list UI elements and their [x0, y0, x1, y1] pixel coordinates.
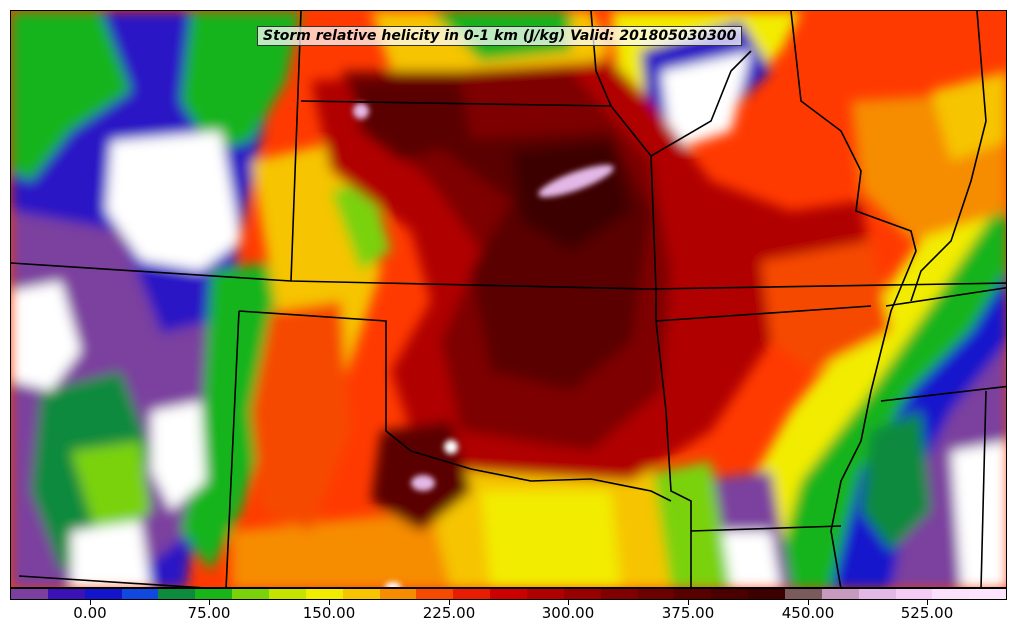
contour-layers	[11, 11, 1006, 587]
colorbar-tick-label: 75.00	[187, 604, 231, 622]
colorbar-segment	[821, 589, 859, 599]
colorbar-tick-label: 525.00	[900, 604, 954, 622]
colorbar-tick	[568, 600, 569, 605]
helicity-map: Storm relative helicity in 0-1 km (J/kg)…	[10, 10, 1007, 588]
colorbar-segment	[11, 589, 48, 599]
pink-maxima	[353, 103, 614, 587]
colorbar-segment	[969, 589, 1007, 599]
colorbar-segment	[748, 589, 786, 599]
colorbar-segment	[195, 589, 233, 599]
map-title: Storm relative helicity in 0-1 km (J/kg)…	[257, 26, 743, 46]
helicity-field	[11, 11, 1006, 587]
colorbar-tick-label: 0.00	[73, 604, 107, 622]
colorbar-segment	[895, 589, 933, 599]
colorbar-segment	[453, 589, 491, 599]
colorbar-segment	[932, 589, 970, 599]
colorbar-segment	[342, 589, 380, 599]
colorbar-segment	[416, 589, 454, 599]
colorbar-segment	[490, 589, 528, 599]
colorbar-segment	[711, 589, 749, 599]
colorbar-tick	[927, 600, 928, 605]
colorbar-segment	[563, 589, 601, 599]
colorbar-segment	[637, 589, 675, 599]
colorbar-segment	[158, 589, 196, 599]
colorbar-segment	[674, 589, 712, 599]
colorbar-segment	[232, 589, 270, 599]
colorbar-segment	[600, 589, 638, 599]
colorbar-tick	[329, 600, 330, 605]
colorbar-tick-label: 450.00	[781, 604, 835, 622]
colorbar-segment	[379, 589, 417, 599]
state-boundaries	[11, 11, 1006, 587]
colorbar-ticks: 0.00 75.00 150.00 225.00 300.00 375.00 450.00 5…	[10, 600, 1007, 630]
colorbar-tick	[90, 600, 91, 605]
colorbar-tick	[688, 600, 689, 605]
colorbar-segment	[121, 589, 159, 599]
colorbar	[10, 588, 1007, 600]
colorbar-tick-label: 225.00	[422, 604, 476, 622]
colorbar-segment	[527, 589, 564, 599]
colorbar-segment	[84, 589, 122, 599]
colorbar-segment	[47, 589, 85, 599]
colorbar-tick-label: 375.00	[661, 604, 715, 622]
colorbar-tick-label: 150.00	[302, 604, 356, 622]
colorbar-segment	[269, 589, 306, 599]
colorbar-tick	[449, 600, 450, 605]
colorbar-tick	[209, 600, 210, 605]
colorbar-segment	[305, 589, 343, 599]
colorbar-tick-label: 300.00	[541, 604, 595, 622]
colorbar-tick	[808, 600, 809, 605]
colorbar-segment	[858, 589, 896, 599]
colorbar-segment	[785, 589, 822, 599]
